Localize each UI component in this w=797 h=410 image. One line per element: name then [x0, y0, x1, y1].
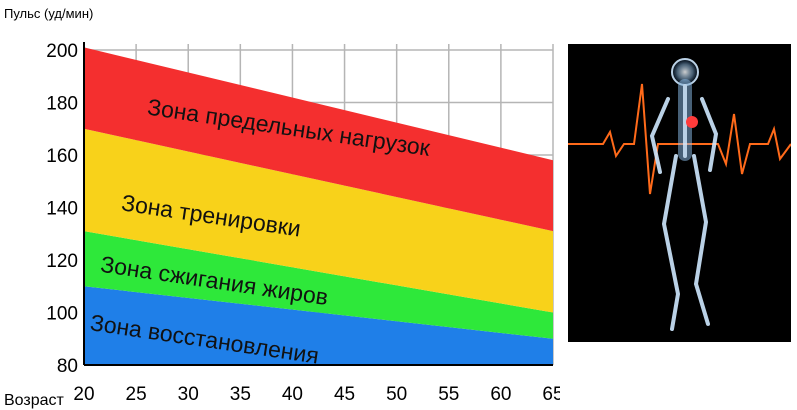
- y-tick-label: 140: [46, 199, 78, 220]
- x-tick-label: 20: [73, 384, 94, 405]
- zone-area-3: [84, 47, 553, 232]
- x-ticks: 20 25 30 35 40 45 50 55 60 65: [73, 384, 560, 405]
- zones: [84, 47, 553, 365]
- y-tick-label: 200: [46, 41, 78, 62]
- y-tick-label: 160: [46, 146, 78, 167]
- heart-icon: [686, 116, 698, 128]
- zone-area-1: [84, 231, 553, 339]
- pulse-line-icon: [568, 83, 792, 195]
- x-tick-label: 50: [386, 384, 407, 405]
- x-tick-label: 25: [126, 384, 147, 405]
- zone-area-0: [84, 286, 553, 365]
- runner-illustration: [568, 44, 792, 342]
- x-tick-label: 30: [178, 384, 199, 405]
- running-body-icon: [568, 58, 792, 331]
- heart-rate-zone-chart: 80 100 120 140 160 180 200 20 25 30 35 40 45 50 55 60 6…: [4, 6, 560, 409]
- y-axis-label: Пульс (уд/мин): [4, 6, 93, 21]
- y-tick-label: 120: [46, 251, 78, 272]
- x-tick-label: 45: [334, 384, 355, 405]
- axes: [83, 42, 553, 366]
- x-tick-label: 60: [490, 384, 511, 405]
- x-tick-label: 65: [542, 384, 560, 405]
- y-tick-label: 100: [46, 304, 78, 325]
- zone-area-2: [84, 128, 553, 313]
- x-axis-label: Возраст: [4, 392, 65, 409]
- x-tick-label: 55: [438, 384, 459, 405]
- y-tick-label: 180: [46, 94, 78, 115]
- y-tick-label: 80: [57, 356, 78, 377]
- y-ticks: 80 100 120 140 160 180 200: [46, 41, 78, 377]
- x-tick-label: 35: [230, 384, 251, 405]
- x-tick-label: 40: [282, 384, 303, 405]
